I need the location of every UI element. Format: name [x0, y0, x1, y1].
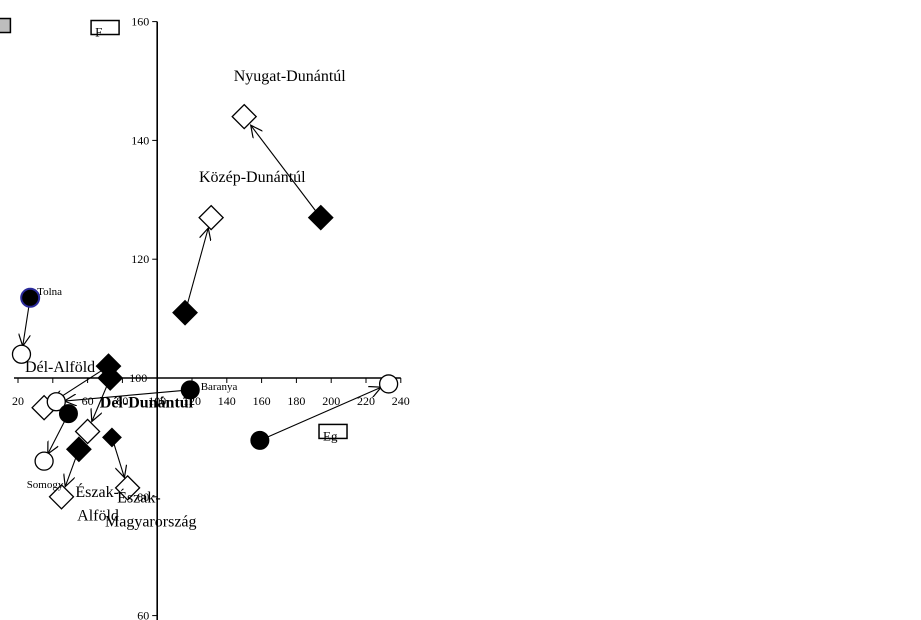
y-tick-label: 140 — [131, 133, 149, 147]
y-tick-label: 160 — [131, 15, 149, 29]
arrow — [64, 389, 185, 401]
point-open-diamond--szak-magyarorsz-g — [114, 474, 141, 501]
x-tick-label: 140 — [218, 394, 236, 408]
shaded-box — [0, 17, 12, 34]
point-open-circle-tolna — [11, 344, 32, 364]
text-box — [318, 423, 348, 440]
arrow — [113, 442, 125, 478]
x-tick-label: 200 — [322, 394, 340, 408]
point-label: Dél-Alföld — [25, 359, 95, 376]
point-label: Dél-Dunántúl — [100, 395, 194, 412]
point-open-circle-baranya — [46, 392, 66, 412]
y-tick-label: 100 — [129, 371, 147, 385]
text-box-label: Eg — [323, 428, 338, 443]
point-open-diamond-nyugat-dun-nt-l — [231, 103, 258, 130]
point-label: Somogy — [27, 479, 64, 491]
text-box-label: F — [95, 25, 102, 40]
point-label: Nyugat-Dunántúl — [234, 68, 347, 85]
x-tick-label: 60 — [82, 394, 94, 408]
y-tick-label: 80 — [137, 490, 149, 504]
point-filled-circle-somogy — [58, 404, 78, 424]
x-tick-label: 240 — [392, 394, 410, 408]
x-tick-label: 100 — [148, 394, 166, 408]
point-filled-circle-unnamed — [250, 430, 270, 450]
point-label: Alföld — [77, 508, 119, 525]
markers — [11, 103, 399, 510]
point-label: Észak- — [117, 488, 161, 507]
point-label: Észak- — [75, 482, 119, 501]
x-tick-label: 180 — [287, 394, 305, 408]
arrow — [92, 384, 108, 422]
point-open-circle-unnamed — [378, 374, 399, 394]
point-filled-diamond-k-z-p-dun-nt-l — [172, 299, 198, 326]
arrow — [65, 455, 77, 487]
x-tick-label: 20 — [12, 394, 24, 408]
point-label: Baranya — [201, 381, 238, 393]
point-filled-circle-tolna — [20, 287, 41, 308]
boxes: F Eg — [0, 17, 348, 443]
point-label: Tolna — [37, 286, 62, 298]
text-box — [90, 19, 120, 36]
arrows — [23, 125, 381, 486]
point-label: Közép-Dunántúl — [199, 169, 306, 186]
arrow — [251, 125, 317, 213]
x-tick-label: 80 — [116, 394, 128, 408]
point-open-circle-somogy — [34, 451, 54, 471]
arrow — [186, 228, 208, 306]
arrow — [264, 387, 381, 439]
y-tick-label: 120 — [131, 252, 149, 266]
point-filled-circle-baranya — [180, 380, 200, 400]
axes: 2040608010012014016018020022024060801201… — [12, 15, 410, 620]
point-open-diamond-d-l-dun-nt-l — [74, 418, 101, 445]
labels: Nyugat-Dunántúl Közép-Dunántúl Tolna Dél-Al… — [25, 68, 346, 531]
x-tick-label: 160 — [253, 394, 271, 408]
point-filled-diamond-d-l-dun-nt-l — [97, 365, 124, 391]
point-open-diamond--szak-alf-ld — [48, 483, 75, 510]
point-filled-diamond-nyugat-dun-nt-l — [307, 204, 334, 231]
point-open-diamond-k-z-p-dun-nt-l — [198, 204, 225, 231]
point-label: Magyarország — [105, 514, 197, 531]
y-tick-label: 60 — [137, 609, 149, 620]
point-filled-diamond--szak-alf-ld — [65, 436, 92, 463]
point-filled-diamond--szak-magyarorsz-g — [102, 427, 122, 448]
arrow — [23, 303, 30, 346]
arrow — [48, 418, 67, 454]
